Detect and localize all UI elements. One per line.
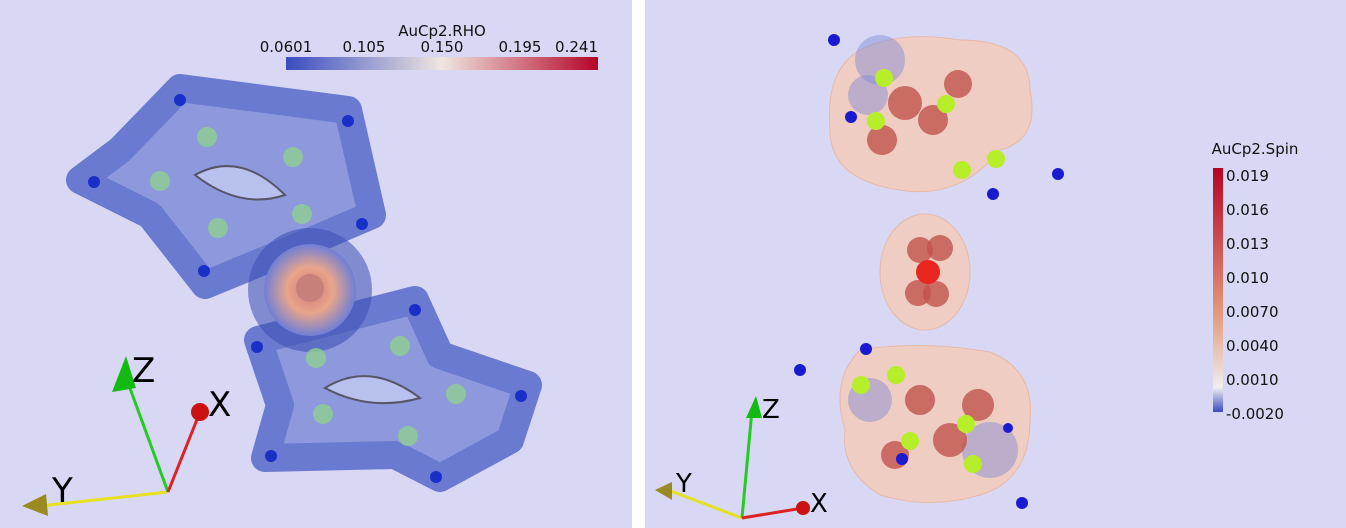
colorbar-tick-label: 0.019	[1226, 167, 1269, 185]
screenshot: AuCp2.RHO Y Z X AuCp2.Spin	[0, 0, 1346, 528]
colorbar-tick-label: 0.010	[1226, 269, 1269, 287]
colorbar-tick-label: 0.0010	[1226, 371, 1279, 389]
colorbar-tick-label: 0.0601	[260, 38, 313, 56]
axis-label: Y	[51, 471, 73, 511]
rho-colorbar	[286, 57, 598, 70]
colorbar-tick-label: 0.150	[421, 38, 464, 56]
axis-label: Z	[132, 351, 155, 391]
page: AuCp2.RHO Y Z X AuCp2.Spin	[0, 0, 1346, 528]
spin-colorbar	[1213, 168, 1223, 412]
axis-label: X	[810, 489, 828, 519]
colorbar-tick-label: 0.013	[1226, 235, 1269, 253]
colorbar-tick-label: -0.0020	[1226, 405, 1284, 423]
colorbar-tick-label: 0.105	[343, 38, 386, 56]
colorbar-tick-label: 0.0040	[1226, 337, 1279, 355]
axis-label: Y	[675, 469, 692, 499]
colorbar-tick-label: 0.195	[499, 38, 542, 56]
colorbar-title: AuCp2.Spin	[1212, 140, 1299, 158]
axis-label: Z	[762, 395, 780, 425]
axis-label: X	[208, 385, 231, 425]
colorbar-tick-label: 0.0070	[1226, 303, 1279, 321]
colorbar-tick-label: 0.241	[555, 38, 598, 56]
colorbar-tick-label: 0.016	[1226, 201, 1269, 219]
